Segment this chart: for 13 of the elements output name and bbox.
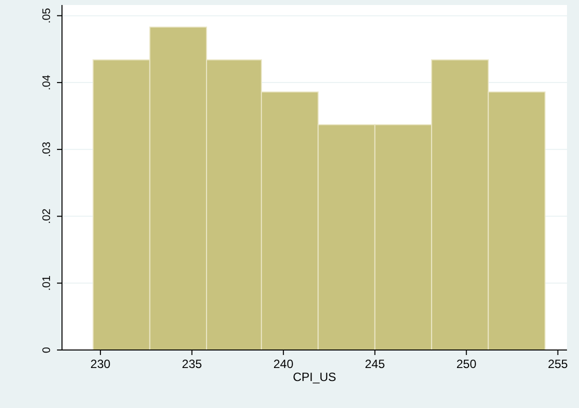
x-axis-title: CPI_US bbox=[292, 370, 336, 384]
y-tick-label: .02 bbox=[41, 208, 53, 224]
x-tick-label: 230 bbox=[90, 357, 111, 371]
y-tick-label: .03 bbox=[41, 142, 53, 158]
x-tick-label: 255 bbox=[548, 357, 568, 371]
x-tick-label: 245 bbox=[364, 357, 386, 371]
y-tick-label: .05 bbox=[41, 8, 53, 24]
x-tick-label: 250 bbox=[456, 357, 477, 371]
x-tick-label: 240 bbox=[273, 357, 294, 371]
y-tick-label: .01 bbox=[41, 275, 53, 291]
x-tick-label: 235 bbox=[182, 357, 202, 371]
y-tick-label: 0 bbox=[41, 346, 53, 354]
y-tick-label: .04 bbox=[41, 74, 53, 90]
